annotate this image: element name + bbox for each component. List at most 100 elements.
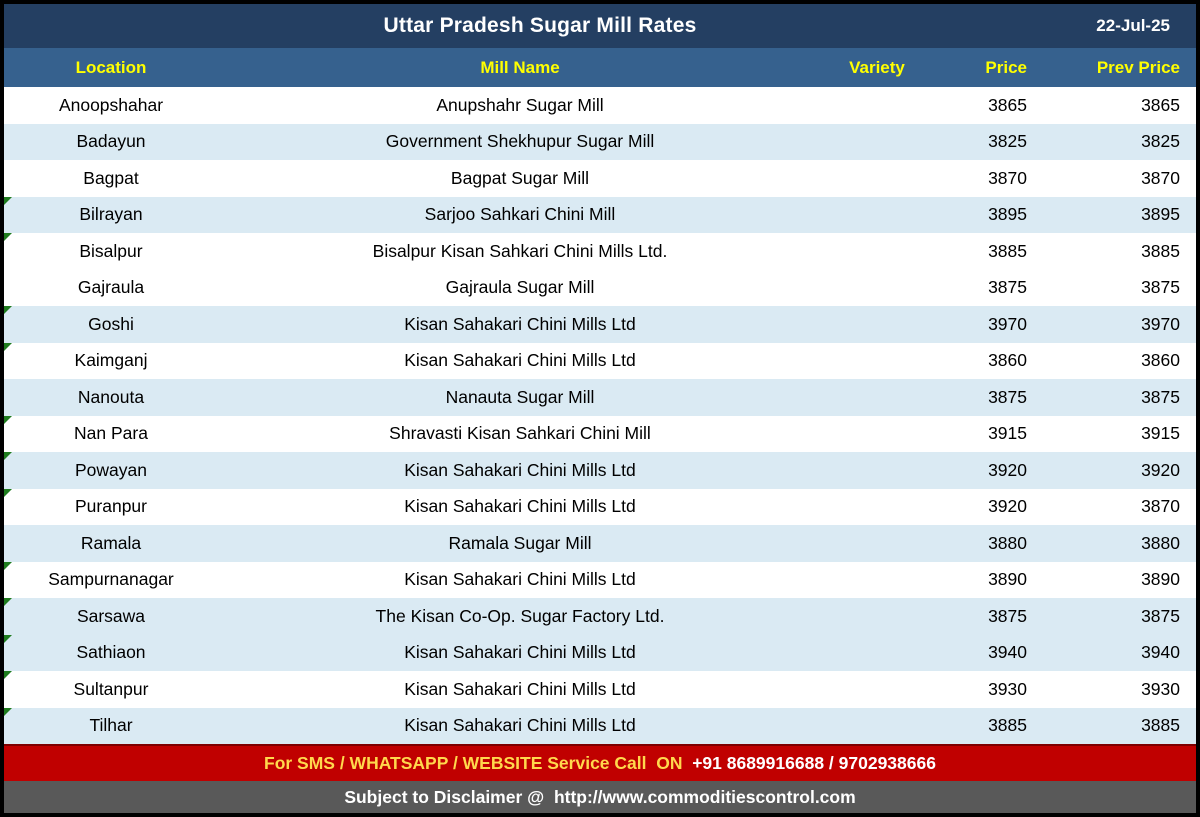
table-row: Anoopshahar Anupshahr Sugar Mill 3865 3865 xyxy=(4,87,1196,124)
cell-prev-price: 3875 xyxy=(1141,605,1180,626)
cell-corner-marker-icon xyxy=(4,415,12,424)
cell-mill-name: Kisan Sahakari Chini Mills Ltd xyxy=(404,459,636,480)
cell-mill-name: Kisan Sahakari Chini Mills Ltd xyxy=(404,715,636,736)
service-banner: For SMS / WHATSAPP / WEBSITE Service Cal… xyxy=(4,744,1196,781)
cell-price: 3970 xyxy=(988,313,1027,334)
cell-corner-marker-icon xyxy=(4,452,12,460)
cell-mill-name: Shravasti Kisan Sahkari Chini Mill xyxy=(389,423,651,444)
cell-price: 3895 xyxy=(988,204,1027,225)
cell-prev-price: 3940 xyxy=(1141,642,1180,663)
cell-price: 3915 xyxy=(988,423,1027,444)
table-row: Bilrayan Sarjoo Sahkari Chini Mill 3895 389… xyxy=(4,196,1196,233)
cell-mill-name: Kisan Sahakari Chini Mills Ltd xyxy=(404,496,636,517)
table-row: Kaimganj Kisan Sahakari Chini Mills Ltd 38… xyxy=(4,342,1196,379)
cell-corner-marker-icon xyxy=(4,306,12,314)
cell-price: 3890 xyxy=(988,569,1027,590)
cell-price: 3920 xyxy=(988,496,1027,517)
cell-prev-price: 3870 xyxy=(1141,167,1180,188)
cell-price: 3875 xyxy=(988,386,1027,407)
cell-prev-price: 3865 xyxy=(1141,94,1180,115)
title-bar: Uttar Pradesh Sugar Mill Rates 22-Jul-25 xyxy=(4,4,1196,48)
report-inner: Uttar Pradesh Sugar Mill Rates 22-Jul-25… xyxy=(4,4,1196,813)
cell-location: Bagpat xyxy=(83,167,139,188)
service-phone-numbers: +91 8689916688 / 9702938666 xyxy=(692,753,936,773)
cell-corner-marker-icon xyxy=(4,488,12,497)
cell-price: 3880 xyxy=(988,532,1027,553)
cell-mill-name: The Kisan Co-Op. Sugar Factory Ltd. xyxy=(375,605,665,626)
cell-location: Badayun xyxy=(76,131,146,152)
cell-mill-name: Nanauta Sugar Mill xyxy=(445,386,595,407)
column-header-price: Price xyxy=(985,57,1027,77)
cell-prev-price: 3895 xyxy=(1141,204,1180,225)
column-header-variety: Variety xyxy=(849,57,905,77)
cell-prev-price: 3860 xyxy=(1141,350,1180,371)
table-header-row: Location Mill Name Variety Price Prev Pr… xyxy=(4,48,1196,87)
cell-corner-marker-icon xyxy=(4,598,12,606)
table-row: Sultanpur Kisan Sahakari Chini Mills Ltd 3… xyxy=(4,671,1196,708)
cell-price: 3885 xyxy=(988,240,1027,261)
cell-price: 3920 xyxy=(988,459,1027,480)
page-title: Uttar Pradesh Sugar Mill Rates xyxy=(383,14,697,37)
table-row: Badayun Government Shekhupur Sugar Mill 38… xyxy=(4,123,1196,160)
column-header-location: Location xyxy=(75,57,147,77)
cell-mill-name: Sarjoo Sahkari Chini Mill xyxy=(424,204,616,225)
cell-corner-marker-icon xyxy=(4,707,12,716)
cell-price: 3875 xyxy=(988,605,1027,626)
cell-mill-name: Kisan Sahakari Chini Mills Ltd xyxy=(404,642,636,663)
cell-prev-price: 3915 xyxy=(1141,423,1180,444)
cell-mill-name: Kisan Sahakari Chini Mills Ltd xyxy=(404,350,636,371)
cell-prev-price: 3970 xyxy=(1141,313,1180,334)
cell-corner-marker-icon xyxy=(4,671,12,679)
cell-location: Sarsawa xyxy=(76,605,146,626)
cell-location: Sampurnanagar xyxy=(48,569,174,590)
service-banner-label: For SMS / WHATSAPP / WEBSITE Service Cal… xyxy=(264,753,693,773)
cell-prev-price: 3880 xyxy=(1141,532,1180,553)
table-row: Puranpur Kisan Sahakari Chini Mills Ltd 39… xyxy=(4,488,1196,525)
cell-location: Bisalpur xyxy=(79,240,143,261)
cell-mill-name: Ramala Sugar Mill xyxy=(448,532,592,553)
cell-mill-name: Kisan Sahakari Chini Mills Ltd xyxy=(404,569,636,590)
column-header-prev-price: Prev Price xyxy=(1096,57,1180,77)
cell-corner-marker-icon xyxy=(4,233,12,241)
cell-prev-price: 3875 xyxy=(1141,386,1180,407)
cell-location: Sultanpur xyxy=(73,678,149,699)
cell-location: Sathiaon xyxy=(76,642,146,663)
column-header-mill-name: Mill Name xyxy=(480,57,560,77)
cell-price: 3885 xyxy=(988,715,1027,736)
table-row: Sarsawa The Kisan Co-Op. Sugar Factory Lt… xyxy=(4,598,1196,635)
cell-location: Goshi xyxy=(88,313,134,334)
cell-prev-price: 3920 xyxy=(1141,459,1180,480)
website-link[interactable]: http://www.commoditiescontrol.com xyxy=(553,786,856,807)
cell-prev-price: 3885 xyxy=(1141,715,1180,736)
cell-price: 3825 xyxy=(988,131,1027,152)
cell-mill-name: Bagpat Sugar Mill xyxy=(450,167,590,188)
cell-price: 3940 xyxy=(988,642,1027,663)
cell-mill-name: Bisalpur Kisan Sahkari Chini Mills Ltd. xyxy=(372,240,668,261)
cell-mill-name: Kisan Sahakari Chini Mills Ltd xyxy=(404,313,636,334)
cell-location: Bilrayan xyxy=(79,204,143,225)
cell-prev-price: 3930 xyxy=(1141,678,1180,699)
cell-corner-marker-icon xyxy=(4,342,12,351)
table-row: Bisalpur Bisalpur Kisan Sahkari Chini Mil… xyxy=(4,233,1196,270)
disclaimer-bar: Subject to Disclaimer @ http://www.commo… xyxy=(4,781,1196,813)
cell-prev-price: 3825 xyxy=(1141,131,1180,152)
cell-mill-name: Government Shekhupur Sugar Mill xyxy=(385,131,655,152)
table-body: Anoopshahar Anupshahr Sugar Mill 3865 3865 B… xyxy=(4,87,1196,744)
table-row: Goshi Kisan Sahakari Chini Mills Ltd 3970 3… xyxy=(4,306,1196,343)
table-row: Tilhar Kisan Sahakari Chini Mills Ltd 3885… xyxy=(4,707,1196,744)
cell-mill-name: Anupshahr Sugar Mill xyxy=(436,94,604,115)
cell-location: Kaimganj xyxy=(74,350,148,371)
cell-location: Gajraula xyxy=(77,277,145,298)
cell-prev-price: 3870 xyxy=(1141,496,1180,517)
table-row: Nan Para Shravasti Kisan Sahkari Chini Mi… xyxy=(4,415,1196,452)
table-row: Sathiaon Kisan Sahakari Chini Mills Ltd 39… xyxy=(4,634,1196,671)
cell-location: Ramala xyxy=(80,532,142,553)
report-date: 22-Jul-25 xyxy=(1096,16,1170,35)
cell-price: 3875 xyxy=(988,277,1027,298)
cell-corner-marker-icon xyxy=(4,634,12,643)
cell-mill-name: Gajraula Sugar Mill xyxy=(445,277,595,298)
cell-price: 3865 xyxy=(988,94,1027,115)
cell-location: Anoopshahar xyxy=(58,94,164,115)
cell-corner-marker-icon xyxy=(4,561,12,570)
